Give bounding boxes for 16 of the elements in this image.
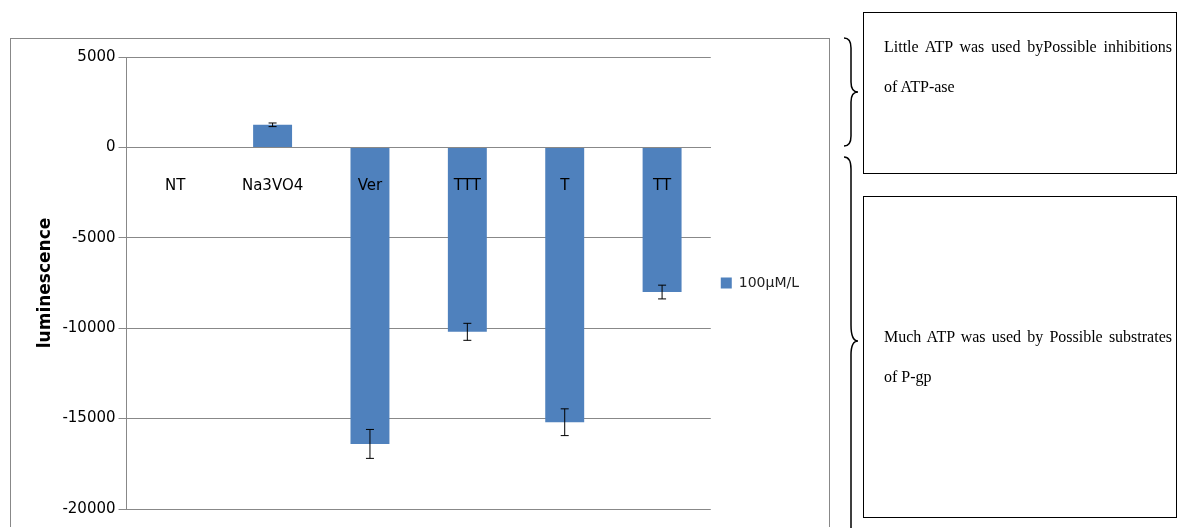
x-tick-label: T bbox=[559, 176, 571, 195]
y-tick-label: 5000 bbox=[77, 46, 116, 65]
y-tick-label: -5000 bbox=[71, 227, 116, 246]
y-tick-label: -20000 bbox=[62, 498, 116, 517]
x-tick-label: NT bbox=[165, 176, 187, 195]
text: Little ATP was used byPossible inhibitions of ATP-ase bbox=[884, 38, 1172, 95]
text: Much ATP was used by Possible substrates of P-gp bbox=[884, 328, 1172, 385]
y-tick-label: 0 bbox=[105, 137, 116, 156]
y-tick-label: -15000 bbox=[62, 408, 116, 427]
x-tick-label: TT bbox=[652, 176, 672, 195]
x-tick-label: Na3VO4 bbox=[241, 176, 304, 195]
y-tick-label: -10000 bbox=[62, 318, 116, 337]
legend-label: 100μM/L bbox=[738, 273, 800, 290]
y-axis-title: luminescence bbox=[33, 217, 54, 349]
x-tick-label: Ver bbox=[357, 176, 384, 195]
x-tick-label: TTT bbox=[452, 176, 482, 195]
